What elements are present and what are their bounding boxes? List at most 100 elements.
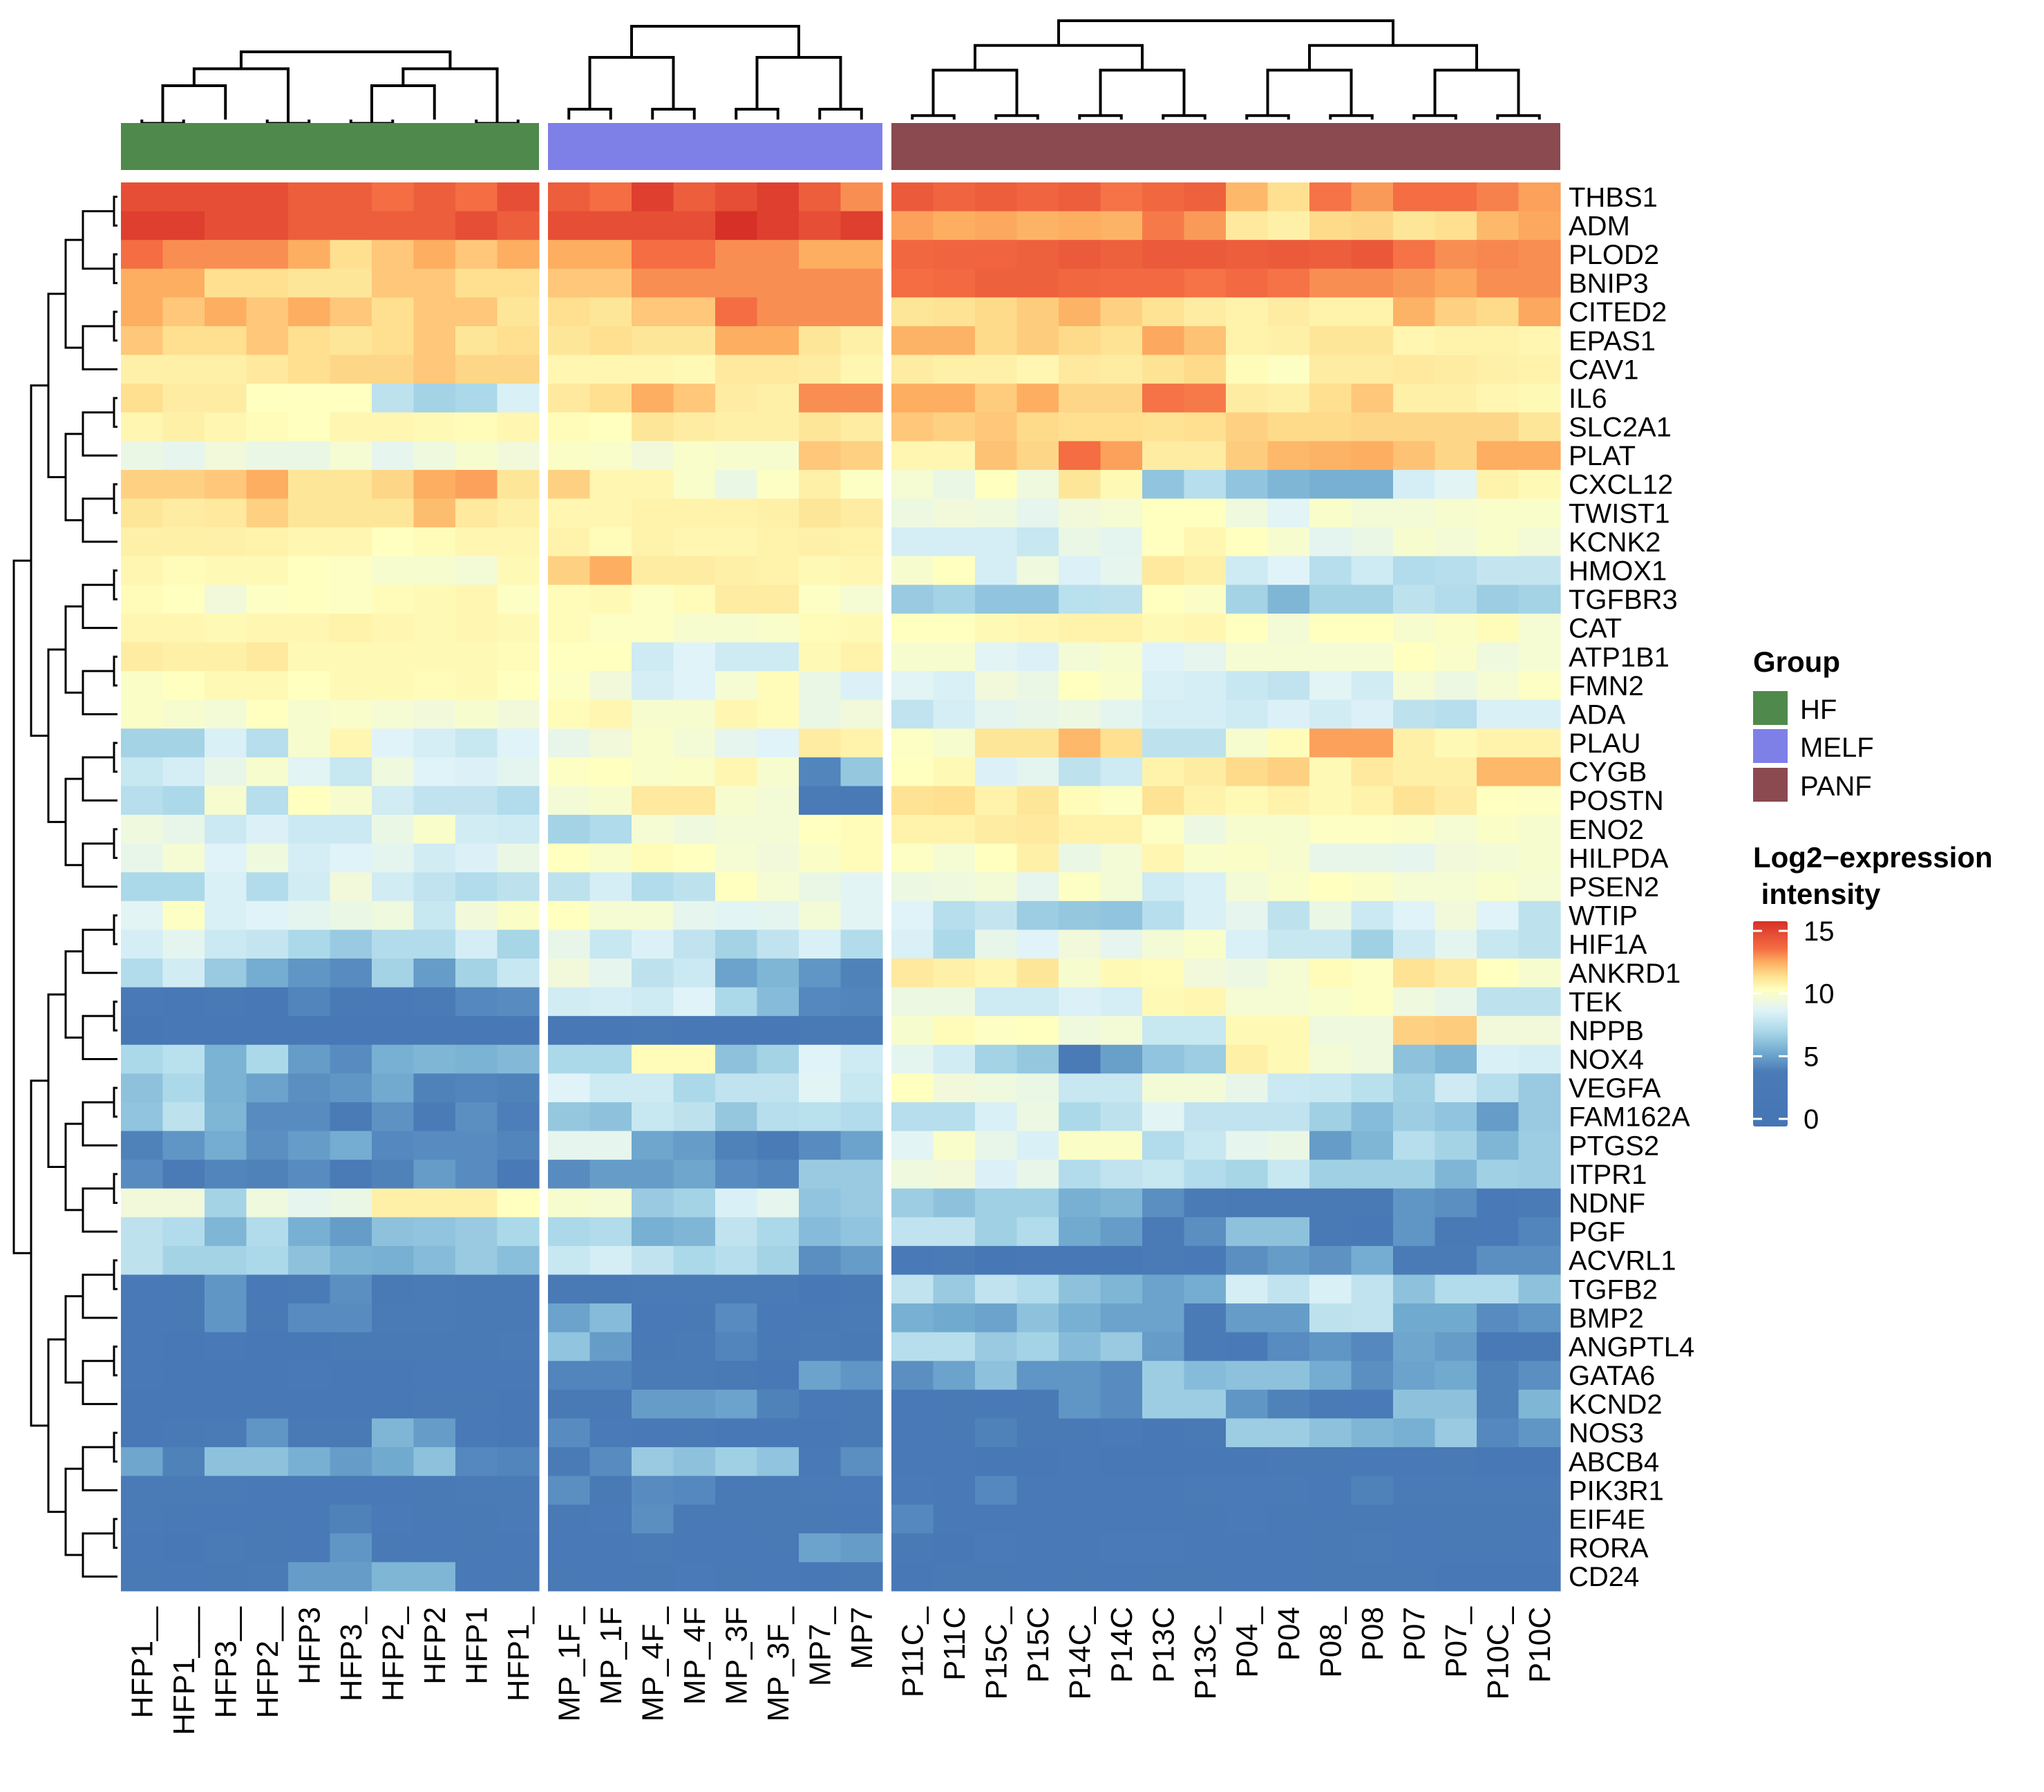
heatmap-cell — [1309, 384, 1352, 413]
column-label: HFP2__ — [251, 1606, 285, 1718]
heatmap-cell — [757, 527, 799, 557]
row-label: NOS3 — [1569, 1418, 1644, 1449]
heatmap-cell — [372, 412, 415, 442]
heatmap-cell — [1435, 585, 1477, 614]
row-label: HILPDA — [1569, 843, 1669, 874]
row-label: KCND2 — [1569, 1390, 1663, 1420]
heatmap-cell — [330, 815, 372, 845]
heatmap-cell — [799, 1418, 842, 1448]
heatmap-cell — [1059, 1016, 1101, 1046]
heatmap-cell — [548, 1389, 591, 1420]
heatmap-cell — [162, 1303, 205, 1333]
heatmap-cell — [1142, 441, 1185, 471]
heatmap-cell — [840, 613, 883, 643]
heatmap-cell — [162, 585, 205, 614]
heatmap-cell — [799, 211, 842, 240]
heatmap-cell — [1518, 1102, 1561, 1132]
heatmap-cell — [1435, 1475, 1477, 1505]
heatmap-cell — [840, 1332, 883, 1361]
heatmap-cell — [891, 469, 934, 500]
heatmap-cell — [1100, 412, 1143, 442]
dendrogram-branch — [82, 1359, 117, 1406]
heatmap-cell — [330, 671, 372, 701]
heatmap-cell — [1435, 498, 1477, 528]
heatmap-cell — [589, 585, 632, 614]
heatmap-cell — [205, 441, 247, 471]
dendrogram-branch — [931, 68, 1019, 116]
heatmap-cell — [548, 930, 591, 959]
heatmap-cell — [1435, 757, 1477, 787]
heatmap-cell — [632, 1160, 674, 1189]
heatmap-cell — [548, 412, 591, 442]
heatmap-cell — [205, 527, 247, 557]
heatmap-cell — [1142, 1217, 1185, 1247]
heatmap-cell — [1267, 527, 1310, 557]
heatmap-cell — [121, 1332, 164, 1361]
heatmap-cell — [891, 1160, 934, 1189]
dendrogram-branch — [82, 325, 117, 370]
heatmap-cell — [1309, 498, 1352, 528]
heatmap-cell — [246, 699, 289, 729]
heatmap-cell — [1351, 355, 1394, 384]
heatmap-cell — [1100, 1102, 1143, 1132]
heatmap-cell — [673, 1245, 716, 1276]
heatmap-cell — [288, 613, 331, 643]
heatmap-cell — [632, 1389, 674, 1420]
heatmap-cell — [330, 1447, 372, 1477]
heatmap-cell — [497, 498, 540, 528]
heatmap-cell — [1016, 1361, 1059, 1390]
heatmap-cell — [799, 326, 842, 356]
heatmap-cell — [799, 671, 842, 701]
heatmap-cell — [1016, 728, 1059, 758]
heatmap-cell — [632, 728, 674, 758]
heatmap-cell — [1226, 930, 1269, 959]
heatmap-cell — [497, 1217, 540, 1247]
heatmap-cell — [1518, 182, 1561, 212]
heatmap-cell — [548, 326, 591, 356]
heatmap-cell — [1309, 1361, 1352, 1390]
heatmap-cell — [372, 1131, 415, 1160]
heatmap-cell — [121, 441, 164, 471]
heatmap-cell — [933, 326, 976, 356]
heatmap-cell — [246, 786, 289, 815]
heatmap-cell — [205, 1361, 247, 1390]
heatmap-cell — [1518, 1131, 1561, 1160]
heatmap-cell — [330, 1389, 372, 1420]
heatmap-cell — [1435, 1274, 1477, 1304]
heatmap-cell — [933, 556, 976, 585]
heatmap-cell — [246, 1160, 289, 1189]
column-label: MP_4F_ — [636, 1606, 670, 1722]
heatmap-cell — [840, 240, 883, 270]
heatmap-cell — [1393, 412, 1436, 442]
heatmap-cell — [1184, 1475, 1227, 1505]
heatmap-cell — [372, 556, 415, 585]
row-label: EIF4E — [1569, 1505, 1645, 1535]
heatmap-cell — [1184, 326, 1227, 356]
heatmap-cell — [121, 268, 164, 298]
heatmap-cell — [1184, 182, 1227, 212]
heatmap-cell — [1184, 958, 1227, 988]
heatmap-cell — [1477, 1562, 1520, 1592]
heatmap-cell — [162, 268, 205, 298]
heatmap-cell — [1351, 1418, 1394, 1448]
heatmap-cell — [1016, 699, 1059, 729]
heatmap-cell — [1059, 930, 1101, 959]
heatmap-cell — [1226, 585, 1269, 614]
heatmap-cell — [1393, 1361, 1436, 1390]
heatmap-cell — [455, 585, 498, 614]
heatmap-cell — [330, 441, 372, 471]
heatmap-cell — [757, 240, 799, 270]
heatmap-cell — [1059, 757, 1101, 787]
heatmap-cell — [673, 613, 716, 643]
heatmap-cell — [799, 1016, 842, 1046]
heatmap-cell — [497, 1361, 540, 1390]
heatmap-cell — [632, 527, 674, 557]
heatmap-cell — [548, 268, 591, 298]
heatmap-cell — [589, 757, 632, 787]
heatmap-cell — [548, 211, 591, 240]
heatmap-cell — [757, 1332, 799, 1361]
heatmap-cell — [121, 1044, 164, 1074]
dendrogram-branch — [82, 1015, 117, 1061]
heatmap-cell — [975, 1505, 1018, 1534]
heatmap-cell — [1226, 268, 1269, 298]
